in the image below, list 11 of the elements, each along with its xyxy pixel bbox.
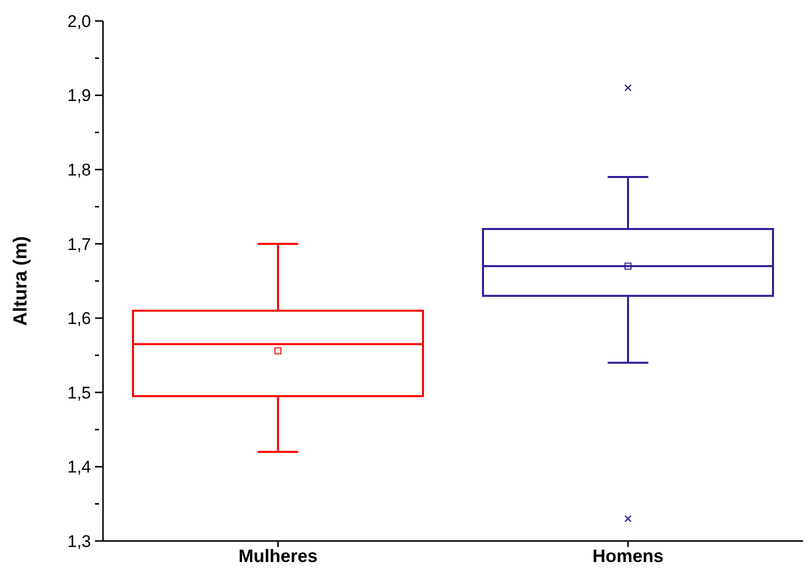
y-tick-label: 2,0 bbox=[67, 12, 91, 31]
x-tick-label: Mulheres bbox=[238, 546, 318, 566]
y-tick-label: 1,9 bbox=[67, 86, 91, 106]
y-axis-title: Altura (m) bbox=[10, 236, 32, 326]
x-tick-label: Homens bbox=[592, 546, 664, 566]
y-tick-label: 1,3 bbox=[67, 532, 91, 551]
y-tick-label: 1,7 bbox=[67, 234, 91, 254]
y-tick-label: 1,5 bbox=[67, 383, 91, 402]
y-tick-label: 1,6 bbox=[67, 309, 91, 328]
y-tick-label: 1,4 bbox=[67, 458, 91, 477]
y-tick-label: 1,8 bbox=[67, 160, 91, 180]
